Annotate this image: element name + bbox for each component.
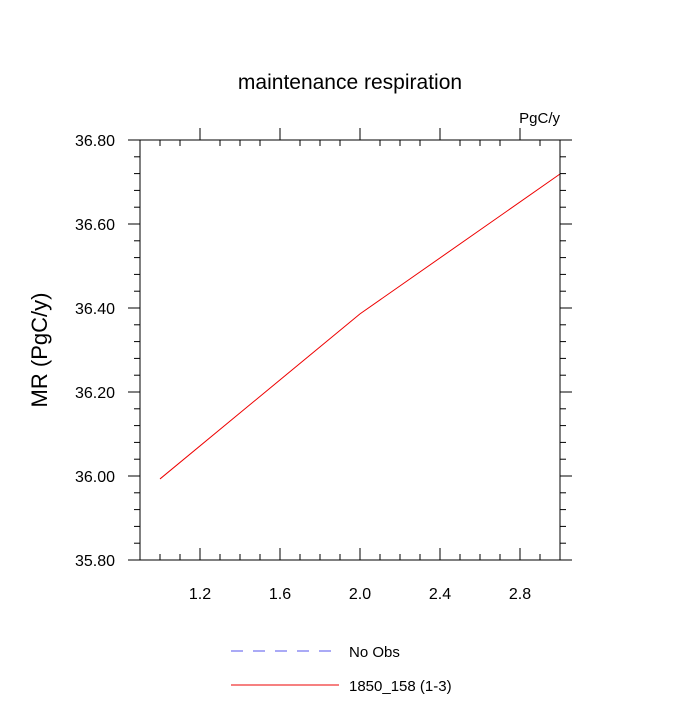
ticks-layer: 1.2 1.6 2.0 2.4 2.8 35.80 36.00 36.20 36.40 36.60…	[75, 128, 572, 603]
y-tick-label: 35.80	[75, 553, 115, 570]
x-tick-label: 2.4	[429, 586, 451, 603]
y-axis-title: MR (PgC/y)	[27, 293, 52, 408]
chart-title: maintenance respiration	[238, 71, 462, 94]
plot-frame	[139, 139, 561, 561]
x-tick-label: 1.2	[189, 586, 211, 603]
series-line	[159, 173, 561, 480]
legend-label: 1850_158 (1-3)	[349, 678, 452, 695]
y-tick-label: 36.20	[75, 385, 115, 402]
legend: No Obs 1850_158 (1-3)	[231, 644, 452, 695]
y-tick-label: 36.80	[75, 133, 115, 150]
series-layer	[159, 173, 561, 480]
y-tick-label: 36.00	[75, 469, 115, 486]
units-label: PgC/y	[519, 110, 560, 127]
y-tick-label: 36.60	[75, 217, 115, 234]
x-tick-label: 1.6	[269, 586, 291, 603]
y-tick-label: 36.40	[75, 301, 115, 318]
legend-label: No Obs	[349, 644, 400, 661]
x-tick-label: 2.0	[349, 586, 371, 603]
x-tick-label: 2.8	[509, 586, 531, 603]
